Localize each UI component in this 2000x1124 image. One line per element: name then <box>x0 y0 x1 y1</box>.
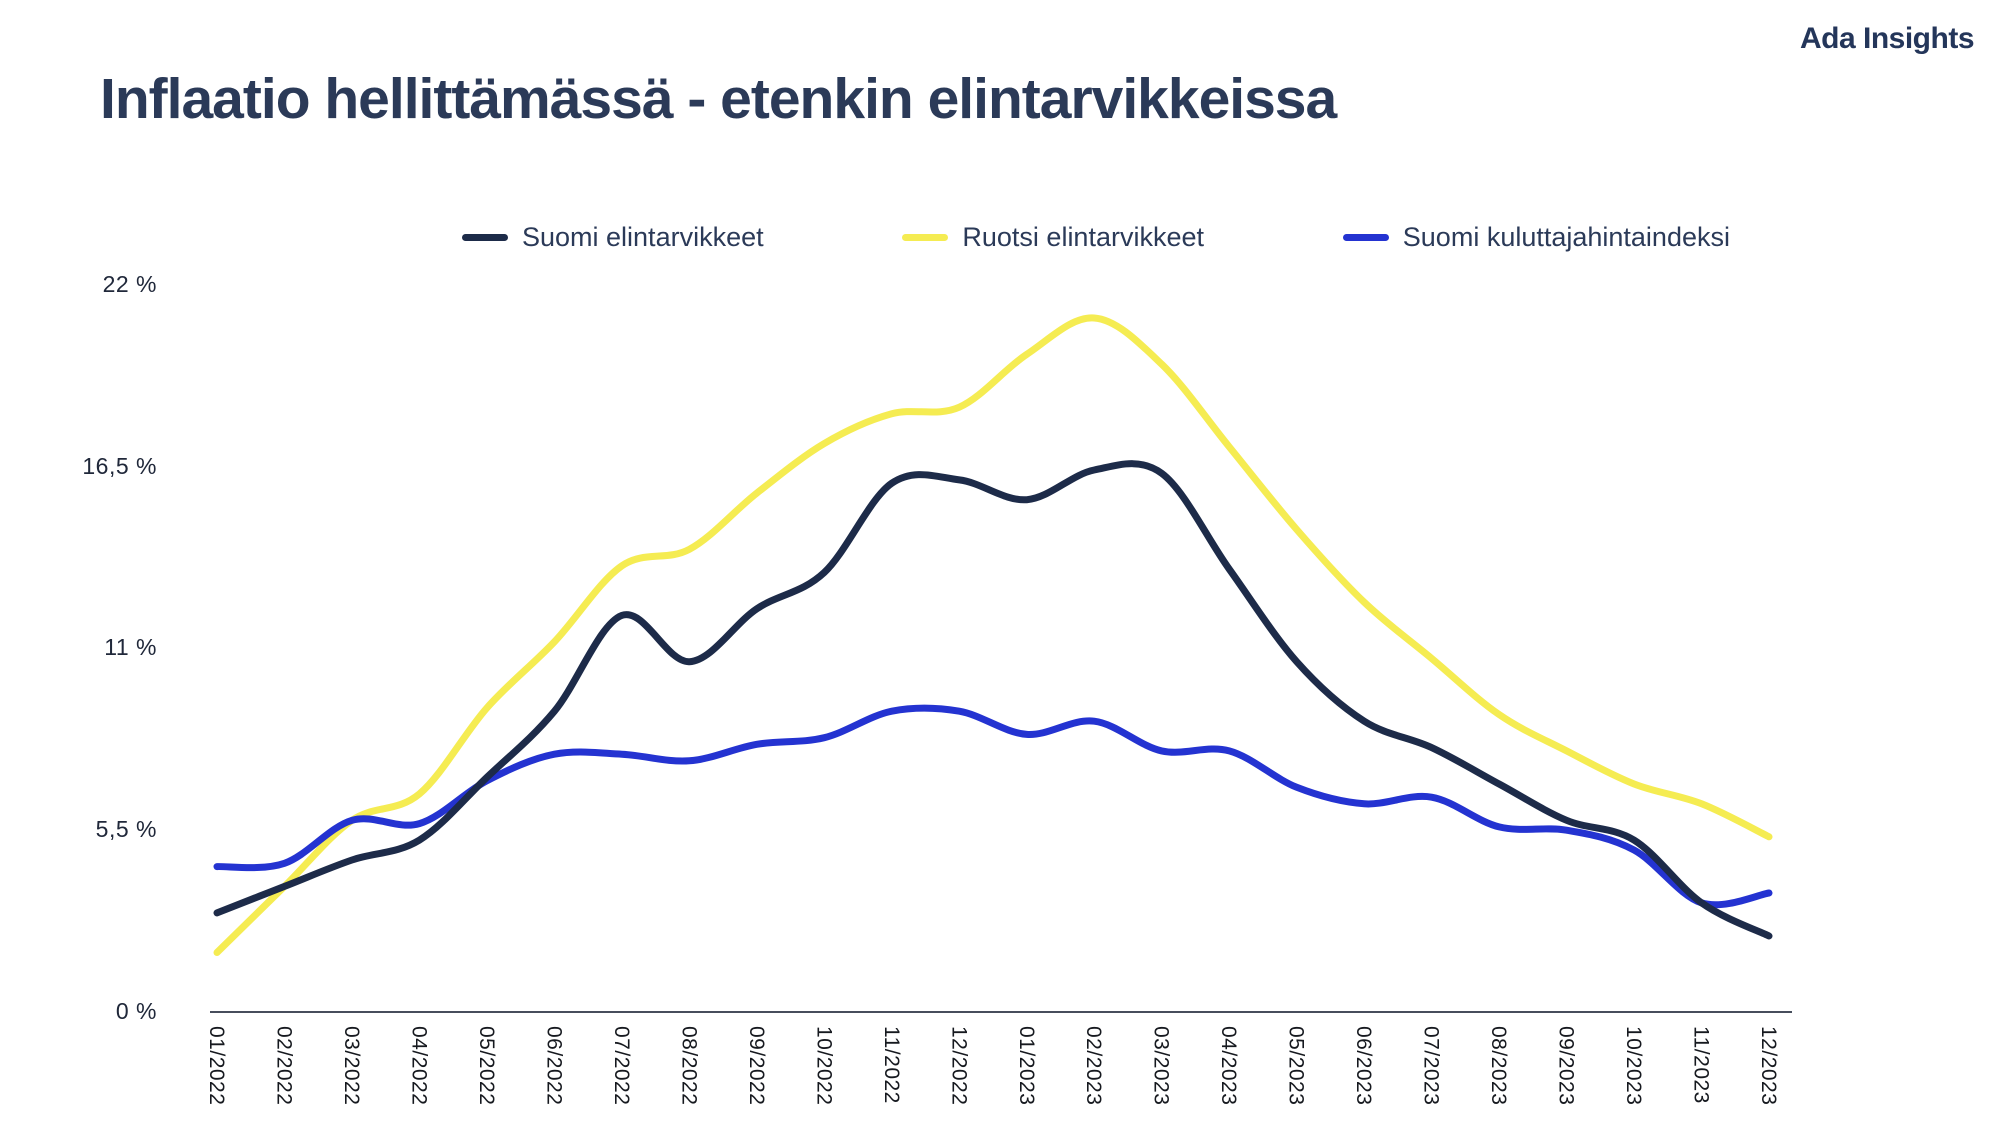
series-line-ruotsi-elintarvikkeet <box>213 314 1773 956</box>
series-line-suomi-elintarvikkeet <box>213 460 1773 940</box>
legend-item: Suomi elintarvikkeet <box>462 222 764 253</box>
x-axis-label: 09/2023 <box>1554 1026 1578 1106</box>
x-axis-label: 06/2022 <box>542 1026 566 1106</box>
y-axis-label: 0 % <box>115 998 157 1024</box>
legend-swatch <box>902 234 949 241</box>
y-axis-label: 16,5 % <box>82 452 157 479</box>
x-axis-label: 04/2022 <box>407 1026 431 1106</box>
x-axis-label: 01/2022 <box>205 1026 228 1106</box>
y-axis-label: 11 % <box>104 634 157 661</box>
legend-item-label: Suomi kuluttajahintaindeksi <box>1402 222 1730 252</box>
legend-item: Ruotsi elintarvikkeet <box>902 222 1204 253</box>
brand-logo-text: Ada Insights <box>1799 22 1975 55</box>
legend-swatch <box>1342 234 1389 241</box>
x-axis-label: 06/2023 <box>1352 1026 1376 1106</box>
x-axis-label: 10/2022 <box>812 1026 836 1106</box>
legend-swatch <box>462 234 508 241</box>
x-axis-label: 07/2022 <box>609 1026 633 1106</box>
x-axis-label: 03/2022 <box>339 1026 363 1106</box>
x-axis-label: 02/2023 <box>1082 1026 1106 1106</box>
x-axis-label: 01/2023 <box>1014 1026 1038 1106</box>
page-title: Inflaatio hellittämässä - etenkin elinta… <box>100 67 1337 131</box>
x-axis-label: 05/2022 <box>474 1026 498 1106</box>
x-axis-label: 12/2022 <box>947 1026 971 1106</box>
x-axis-label: 12/2023 <box>1757 1026 1781 1106</box>
legend-item-label: Suomi elintarvikkeet <box>522 222 764 252</box>
x-axis-label: 11/2022 <box>879 1026 903 1104</box>
x-axis-label: 08/2023 <box>1487 1026 1511 1106</box>
legend-item: Suomi kuluttajahintaindeksi <box>1342 222 1730 253</box>
x-axis-label: 08/2022 <box>677 1026 701 1106</box>
x-axis-line <box>210 1011 1792 1013</box>
x-axis-label: 11/2023 <box>1689 1026 1713 1104</box>
x-axis-label: 09/2022 <box>744 1026 768 1106</box>
x-axis-label: 05/2023 <box>1284 1026 1308 1106</box>
legend-item-label: Ruotsi elintarvikkeet <box>962 222 1204 252</box>
x-axis-label: 02/2022 <box>272 1026 296 1106</box>
x-axis-label: 04/2023 <box>1217 1026 1241 1106</box>
x-axis-label: 07/2023 <box>1419 1026 1443 1106</box>
x-axis-label: 10/2023 <box>1622 1026 1646 1106</box>
x-axis-label: 03/2023 <box>1149 1026 1173 1106</box>
chart-legend: Suomi elintarvikkeet Ruotsi elintarvikkee… <box>462 222 1730 253</box>
y-axis-label: 22 % <box>102 270 157 297</box>
y-axis-label: 5,5 % <box>95 816 157 843</box>
